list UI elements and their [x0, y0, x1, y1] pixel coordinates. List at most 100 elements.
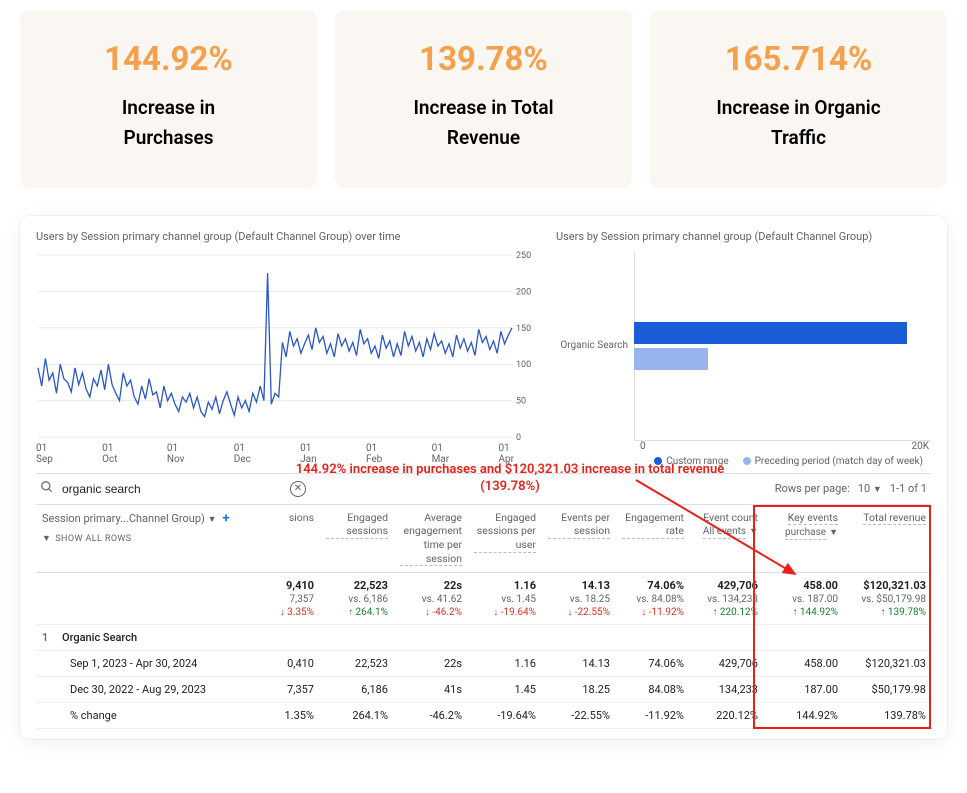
table-cell: 458.00	[764, 651, 844, 677]
analytics-panel: Users by Session primary channel group (…	[20, 216, 947, 740]
dimension-header: Session primary...Channel Group) ▼ + ▼ S…	[36, 505, 246, 573]
data-table: Session primary...Channel Group) ▼ + ▼ S…	[36, 505, 932, 730]
table-cell: 22s	[394, 651, 468, 677]
table-cell: 134,233	[690, 677, 764, 703]
svg-text:150: 150	[516, 324, 531, 334]
table-cell: 74.06%	[616, 651, 690, 677]
search-input[interactable]	[62, 482, 282, 496]
stat-card-revenue: 139.78% Increase in Total Revenue	[335, 10, 632, 188]
chart-title: Users by Session primary channel group (…	[36, 230, 536, 243]
table-cell: $120,321.03	[844, 651, 932, 677]
chevron-down-icon: ▼	[829, 528, 838, 540]
search-icon[interactable]	[40, 480, 54, 498]
stat-label: Increase in Total Revenue	[355, 93, 612, 154]
line-chart-panel: Users by Session primary channel group (…	[36, 230, 536, 467]
stat-value: 144.92%	[40, 40, 297, 79]
col-header[interactable]: Total revenue	[844, 505, 932, 573]
table-cell: 0,410	[246, 651, 320, 677]
bar-chart-panel: Users by Session primary channel group (…	[556, 230, 931, 467]
table-row: % change1.35%264.1%-46.2%-19.64%-22.55%-…	[36, 703, 932, 729]
col-header[interactable]: Event countAll events ▼	[690, 505, 764, 573]
table-row: Dec 30, 2022 - Aug 29, 20237,3576,18641s…	[36, 677, 932, 703]
legend-item: Preceding period (match day of week)	[743, 456, 923, 467]
stat-card-traffic: 165.714% Increase in Organic Traffic	[650, 10, 947, 188]
chart-title: Users by Session primary channel group (…	[556, 230, 931, 243]
col-subhead-dropdown[interactable]: purchase ▼	[785, 526, 838, 540]
dimension-dropdown[interactable]: Session primary...Channel Group) ▼	[42, 512, 217, 527]
table-cell: 139.78%	[844, 703, 932, 729]
stats-row: 144.92% Increase in Purchases 139.78% In…	[20, 10, 947, 188]
stat-label: Increase in Purchases	[40, 93, 297, 154]
table-cell: -11.92%	[616, 703, 690, 729]
col-subhead-dropdown[interactable]: All events ▼	[703, 525, 758, 539]
table-cell: 429,706vs. 134,233↑ 220.12%	[690, 573, 764, 625]
stat-value: 165.714%	[670, 40, 927, 79]
table-totals-row: 9,4107,357↓ 3.35%22,523vs. 6,186↑ 264.1%…	[36, 573, 932, 625]
line-chart-svg: 0 50 100 150 200 250	[36, 251, 536, 441]
show-all-rows-button[interactable]: ▼ SHOW ALL ROWS	[42, 534, 240, 546]
table-cell: -22.55%	[542, 703, 616, 729]
col-header[interactable]: Key eventspurchase ▼	[764, 505, 844, 573]
table-cell: -46.2%	[394, 703, 468, 729]
svg-text:200: 200	[516, 287, 531, 297]
table-cell: 220.12%	[690, 703, 764, 729]
rows-per-page-select[interactable]: 10 ▼	[858, 482, 882, 495]
bar-area	[634, 251, 931, 441]
line-chart[interactable]: 0 50 100 150 200 250	[36, 251, 536, 441]
bar-category-label: Organic Search	[556, 340, 634, 351]
table-cell: 7,357	[246, 677, 320, 703]
charts-row: Users by Session primary channel group (…	[36, 230, 931, 467]
table-cell: 9,4107,357↓ 3.35%	[246, 573, 320, 625]
table-cell: 22,523	[320, 651, 394, 677]
table-row: Sep 1, 2023 - Apr 30, 20240,41022,52322s…	[36, 651, 932, 677]
chevron-down-icon: ▼	[42, 534, 51, 546]
bar-chart[interactable]: Organic Search	[556, 251, 931, 441]
table-cell: $120,321.03vs. $50,179.98↑ 139.78%	[844, 573, 932, 625]
svg-text:250: 250	[516, 251, 531, 261]
table-cell: 14.13	[542, 651, 616, 677]
col-header[interactable]: Engagement rate	[616, 505, 690, 573]
chevron-down-icon: ▼	[208, 515, 217, 525]
table-cell: 1.16	[468, 651, 542, 677]
table-group-row[interactable]: 1Organic Search	[36, 625, 932, 651]
svg-text:50: 50	[516, 396, 526, 406]
stat-label: Increase in Organic Traffic	[670, 93, 927, 154]
table-cell: 22svs. 41.62↓ -46.2%	[394, 573, 468, 625]
chevron-down-icon: ▼	[873, 485, 882, 495]
table-wrap: Session primary...Channel Group) ▼ + ▼ S…	[36, 505, 931, 730]
table-cell: 144.92%	[764, 703, 844, 729]
col-header[interactable]: Engaged sessions	[320, 505, 394, 573]
pagination-range: 1-1 of 1	[890, 482, 927, 495]
table-cell: 41s	[394, 677, 468, 703]
legend-dot-icon	[743, 457, 751, 465]
table-cell: 6,186	[320, 677, 394, 703]
table-cell: 458.00vs. 187.00↑ 144.92%	[764, 573, 844, 625]
table-cell: 14.13vs. 18.25↓ -22.55%	[542, 573, 616, 625]
table-header-row: Session primary...Channel Group) ▼ + ▼ S…	[36, 505, 932, 573]
col-header[interactable]: Average engagement time per session	[394, 505, 468, 573]
annotation-callout: 144.92% increase in purchases and $120,3…	[290, 462, 730, 496]
table-cell: 264.1%	[320, 703, 394, 729]
col-header[interactable]: Events per session	[542, 505, 616, 573]
table-cell: 1.45	[468, 677, 542, 703]
svg-text:0: 0	[516, 433, 521, 441]
rows-per-page: Rows per page: 10 ▼ 1-1 of 1	[775, 482, 927, 495]
table-cell: 22,523vs. 6,186↑ 264.1%	[320, 573, 394, 625]
table-cell: 1.16vs. 1.45↓ -19.64%	[468, 573, 542, 625]
add-dimension-button[interactable]: +	[223, 511, 230, 528]
table-cell: -19.64%	[468, 703, 542, 729]
table-cell: 187.00	[764, 677, 844, 703]
col-header[interactable]: sions	[246, 505, 320, 573]
table-cell: 84.08%	[616, 677, 690, 703]
col-header[interactable]: Engaged sessions per user	[468, 505, 542, 573]
stat-card-purchases: 144.92% Increase in Purchases	[20, 10, 317, 188]
table-cell: $50,179.98	[844, 677, 932, 703]
table-cell: 18.25	[542, 677, 616, 703]
svg-text:100: 100	[516, 360, 531, 370]
bar-chart-xaxis: 0 20K	[556, 441, 931, 452]
chevron-down-icon: ▼	[749, 527, 758, 539]
stat-value: 139.78%	[355, 40, 612, 79]
table-cell: 1.35%	[246, 703, 320, 729]
table-cell: 74.06%vs. 84.08%↓ -11.92%	[616, 573, 690, 625]
table-cell: 429,706	[690, 651, 764, 677]
